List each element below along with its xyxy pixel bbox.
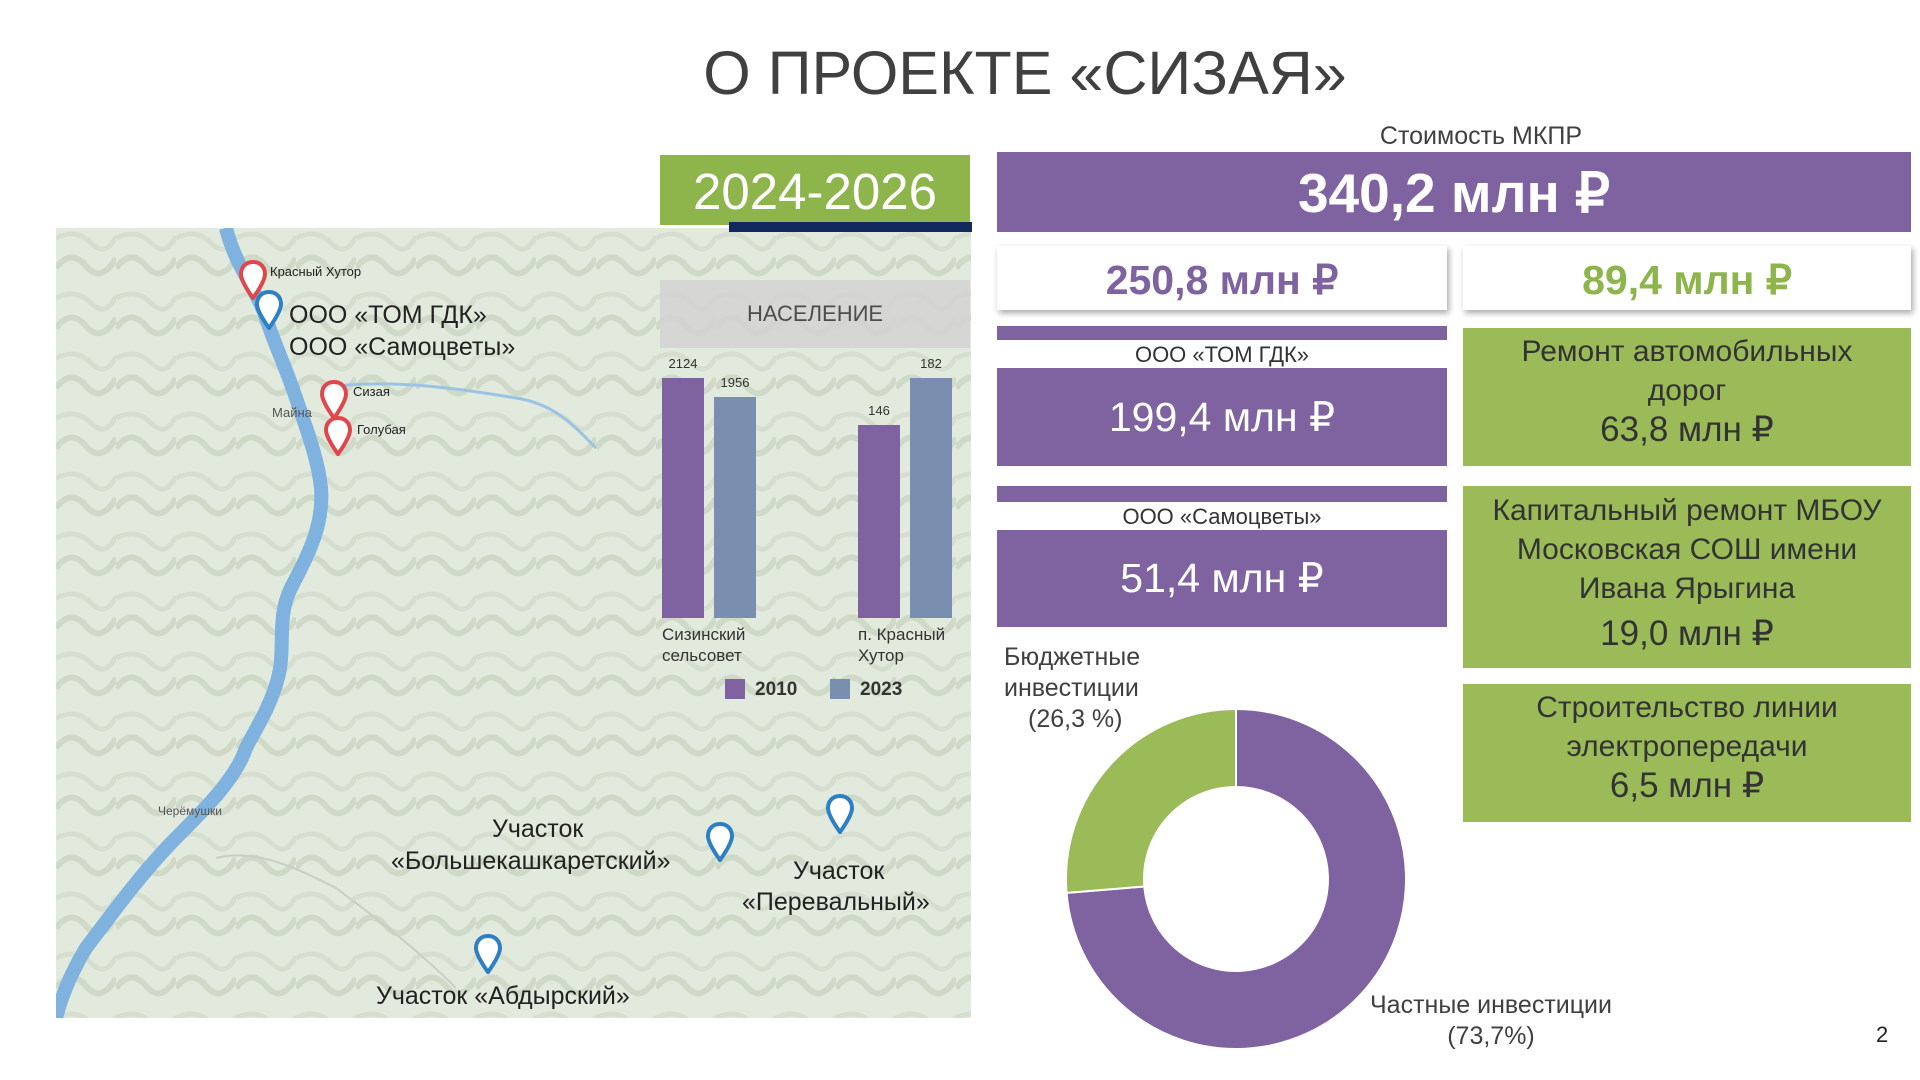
budget-item-amount: 6,5 млн ₽	[1609, 766, 1765, 805]
total-cost: 340,2 млн ₽	[997, 152, 1911, 232]
budget-item-school: Капитальный ремонт МБОУ Московская СОШ и…	[1463, 486, 1911, 668]
page-number: 2	[1876, 1022, 1889, 1047]
period-accent-bar	[729, 222, 972, 232]
donut-label-line: Бюджетные	[1004, 643, 1141, 671]
donut-label-line: Частные инвестиции	[1370, 991, 1612, 1019]
map-pin-icon[interactable]	[320, 380, 348, 420]
donut-label-line: (73,7%)	[1447, 1022, 1535, 1050]
road	[215, 854, 457, 989]
population-category-label: Сизинский сельсовет	[662, 625, 746, 665]
legend-label: 2023	[860, 679, 903, 700]
page-title: О ПРОЕКТЕ «СИЗАЯ»	[703, 39, 1347, 107]
label-site-bolshekashkaretsky-2: «Большекашкаретский»	[391, 847, 671, 875]
population-chart: 2124 1956 Сизинский сельсовет 146 182 п. Красн…	[650, 340, 970, 710]
legend-swatch	[725, 679, 745, 699]
budget-item-text: Московская СОШ имени	[1516, 533, 1858, 566]
population-bar-value: 182	[920, 356, 942, 371]
donut-slice	[1065, 708, 1407, 1050]
budget-item-amount: 19,0 млн ₽	[1600, 614, 1774, 653]
label-krasny-khutor: Красный Хутор	[270, 264, 362, 279]
population-bar	[662, 378, 704, 618]
budget-item-text: Капитальный ремонт МБОУ	[1492, 494, 1882, 527]
map: Красный Хутор Сизая Майна Голубая Черёму…	[56, 228, 971, 1018]
investment-donut-chart	[1065, 708, 1407, 1050]
label-sizaya: Сизая	[353, 384, 390, 399]
budget-item-text: электропередачи	[1566, 730, 1808, 763]
company-amount: 199,4 млн ₽	[997, 368, 1447, 466]
label-site-perevalny-1: Участок	[793, 857, 885, 885]
donut-label-budget: Бюджетные инвестиции (26,3 %)	[1004, 642, 1140, 735]
map-pin-icon[interactable]	[706, 822, 734, 862]
population-category-label: п. Красный Хутор	[858, 625, 946, 665]
company-amount: 51,4 млн ₽	[997, 530, 1447, 627]
period-badge: 2024-2026	[660, 155, 970, 225]
label-site-bolshekashkaretsky-1: Участок	[492, 815, 584, 843]
label-site-abdyrsky: Участок «Абдырский»	[376, 982, 630, 1010]
company-strip	[997, 486, 1447, 502]
river-yenisey	[56, 228, 329, 1018]
map-pin-icon[interactable]	[255, 290, 283, 330]
cost-caption: Стоимость МКПР	[1379, 122, 1583, 150]
map-background	[56, 228, 971, 1018]
budget-item-text: Ремонт автомобильных	[1521, 335, 1853, 368]
company-strip	[997, 326, 1447, 340]
budget-item-amount: 63,8 млн ₽	[1600, 410, 1774, 449]
river-sizaya	[320, 382, 598, 450]
population-bar	[910, 378, 952, 618]
private-total: 250,8 млн ₽	[997, 246, 1447, 310]
budget-item-powerline: Строительство линии электропередачи 6,5 …	[1463, 684, 1911, 822]
label-mayna: Майна	[272, 405, 312, 420]
budget-item-text: Строительство линии	[1536, 691, 1838, 724]
legend-label: 2010	[755, 679, 798, 700]
population-bar-value: 1956	[720, 374, 750, 390]
map-pin-icon[interactable]	[239, 260, 267, 300]
population-bar-value: 2124	[668, 356, 698, 371]
population-bar	[858, 425, 900, 618]
budget-total: 89,4 млн ₽	[1463, 246, 1911, 310]
label-golubaya: Голубая	[357, 422, 406, 437]
budget-item-text: Ивана Ярыгина	[1578, 572, 1796, 605]
budget-item-roads: Ремонт автомобильных дорог 63,8 млн ₽	[1463, 328, 1911, 466]
donut-label-line: инвестиции	[1004, 674, 1139, 702]
population-bar-value: 146	[868, 403, 890, 419]
company-name: ООО «ТОМ ГДК»	[997, 340, 1447, 368]
donut-label-line: (26,3 %)	[1028, 705, 1123, 733]
label-company-samotsvety: ООО «Самоцветы»	[289, 333, 516, 361]
map-pin-icon[interactable]	[324, 416, 352, 456]
map-pin-icon[interactable]	[826, 794, 854, 834]
label-cheremushki: Черёмушки	[158, 804, 222, 818]
map-pin-icon[interactable]	[474, 934, 502, 974]
donut-label-private: Частные инвестиции (73,7%)	[1370, 990, 1612, 1052]
legend-swatch	[830, 679, 850, 699]
population-heading: НАСЕЛЕНИЕ	[660, 280, 970, 348]
label-company-tom: ООО «ТОМ ГДК»	[289, 301, 487, 329]
label-site-perevalny-2: «Перевальный»	[742, 888, 930, 916]
company-name: ООО «Самоцветы»	[997, 502, 1447, 530]
population-bar	[714, 396, 756, 618]
budget-item-text: дорог	[1647, 374, 1727, 407]
donut-slice	[1065, 708, 1237, 894]
